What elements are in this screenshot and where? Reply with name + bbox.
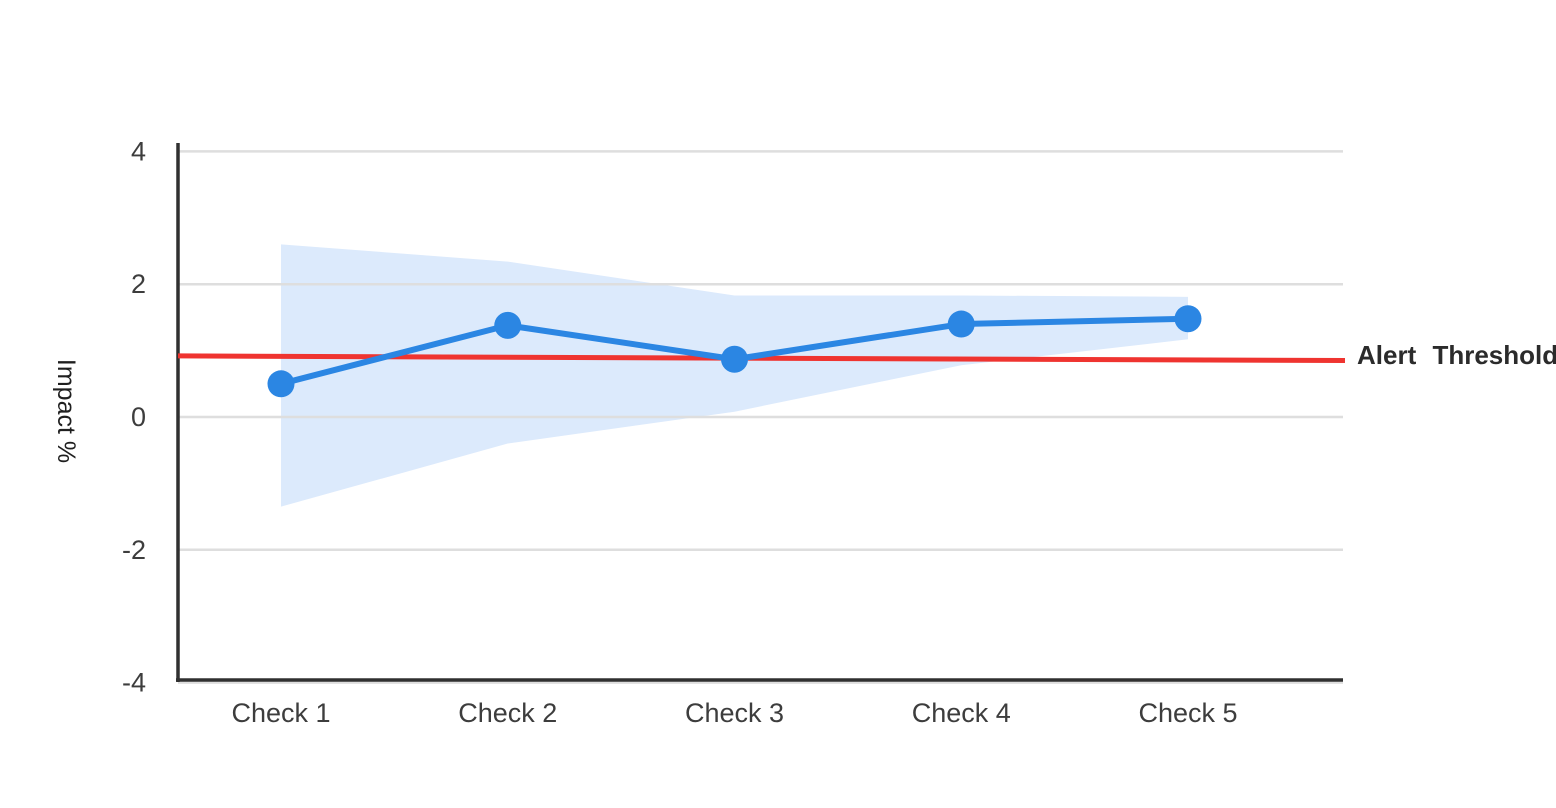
x-tick-label: Check 1 [231, 698, 330, 728]
threshold-layer [177, 353, 1346, 364]
gridlines-layer [178, 150, 1343, 684]
y-tick-label: -2 [122, 535, 146, 565]
y-tick-label: 2 [131, 269, 146, 299]
data-point-2 [494, 311, 522, 339]
y-tick-label: 0 [131, 402, 146, 432]
y-axis-title: Impact % [52, 359, 80, 463]
y-tick-labels: 4 2 0 -2 -4 [122, 136, 146, 697]
threshold-line [177, 353, 1346, 364]
x-tick-label: Check 3 [685, 698, 784, 728]
threshold-label: Alert Threshold [1357, 340, 1556, 370]
x-tick-labels: Check 1 Check 2 Check 3 Check 4 Check 5 [231, 698, 1237, 728]
impact-series-layer [267, 305, 1202, 398]
x-tick-label: Check 4 [912, 698, 1011, 728]
confidence-band [281, 244, 1188, 507]
data-point-3 [721, 345, 748, 373]
x-tick-label: Check 5 [1138, 698, 1237, 728]
y-tick-label: -4 [122, 668, 146, 698]
data-point-1 [267, 370, 295, 398]
data-point-4 [947, 310, 975, 338]
confidence-band-layer [281, 244, 1188, 507]
x-tick-label: Check 2 [458, 698, 557, 728]
y-tick-label: 4 [131, 136, 146, 166]
data-point-5 [1174, 305, 1202, 333]
